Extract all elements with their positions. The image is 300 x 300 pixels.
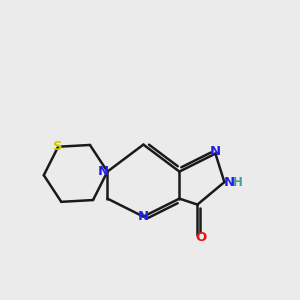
Text: N: N: [210, 145, 221, 158]
Text: N: N: [224, 176, 236, 189]
Text: O: O: [195, 231, 207, 244]
Text: N: N: [98, 165, 110, 178]
Text: S: S: [53, 140, 63, 153]
Text: N: N: [138, 210, 149, 223]
Text: H: H: [233, 176, 243, 189]
